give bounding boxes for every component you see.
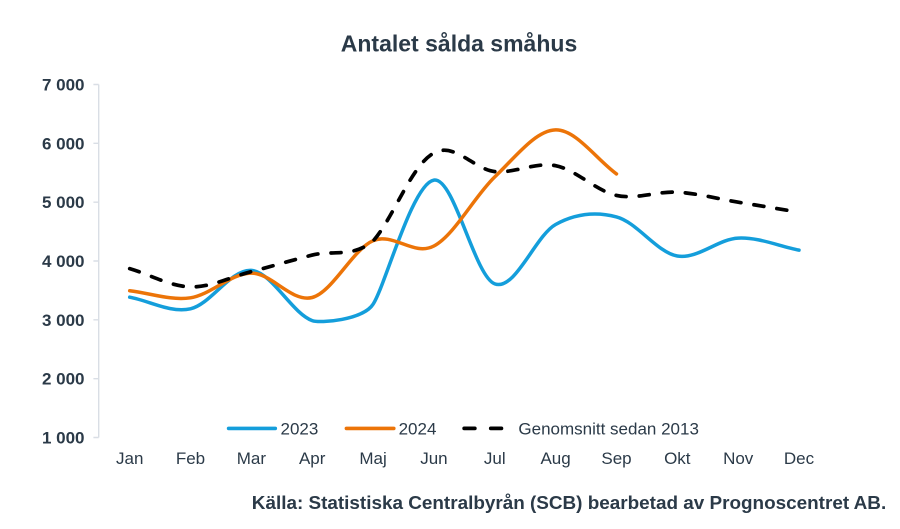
svg-text:3 000: 3 000 — [42, 311, 85, 330]
svg-text:Antalet sålda småhus: Antalet sålda småhus — [341, 31, 577, 57]
svg-text:7 000: 7 000 — [42, 76, 85, 95]
svg-text:Jul: Jul — [484, 449, 506, 468]
svg-text:Okt: Okt — [664, 449, 691, 468]
svg-text:Jan: Jan — [116, 449, 143, 468]
svg-text:Jun: Jun — [420, 449, 447, 468]
svg-text:5 000: 5 000 — [42, 193, 85, 212]
svg-text:4 000: 4 000 — [42, 252, 85, 271]
svg-text:6 000: 6 000 — [42, 134, 85, 153]
svg-text:Mar: Mar — [237, 449, 267, 468]
svg-text:Genomsnitt sedan 2013: Genomsnitt sedan 2013 — [518, 419, 699, 438]
svg-text:Nov: Nov — [723, 449, 754, 468]
svg-text:Maj: Maj — [359, 449, 386, 468]
svg-text:2 000: 2 000 — [42, 370, 85, 389]
svg-text:1 000: 1 000 — [42, 429, 85, 448]
svg-text:Dec: Dec — [784, 449, 815, 468]
svg-text:Sep: Sep — [601, 449, 631, 468]
svg-text:Källa: Statistiska Centralbyrå: Källa: Statistiska Centralbyrån (SCB) be… — [252, 493, 886, 514]
svg-text:Feb: Feb — [176, 449, 205, 468]
svg-text:Aug: Aug — [540, 449, 570, 468]
svg-text:Apr: Apr — [299, 449, 326, 468]
svg-text:2023: 2023 — [281, 419, 319, 438]
svg-text:2024: 2024 — [399, 419, 437, 438]
